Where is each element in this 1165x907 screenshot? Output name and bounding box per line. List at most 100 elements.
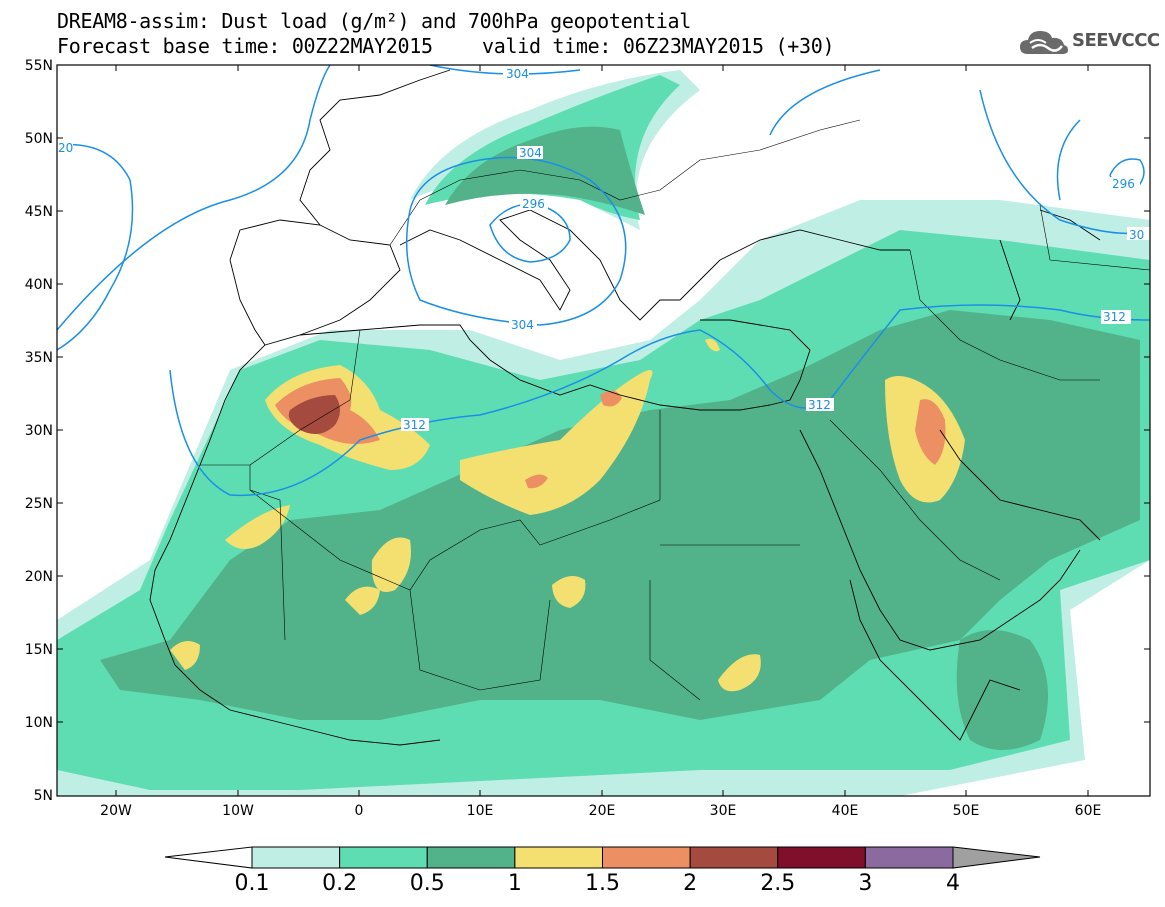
borders: [200, 119, 1150, 701]
forecast-base-time: Forecast base time: 00Z22MAY2015: [57, 34, 433, 58]
colorbar-label: 2.5: [760, 871, 796, 896]
lat-label: 10N: [25, 715, 53, 731]
colorbar-label: 2: [683, 871, 698, 896]
colorbar-cell: [514, 846, 603, 869]
lat-ticks: [57, 64, 1150, 723]
contour-label: 304: [511, 318, 534, 332]
colorbar-cell: [777, 846, 866, 869]
contour-312: [169, 304, 1150, 497]
colorbar-cell: [339, 846, 428, 869]
lon-ticks: [115, 65, 1089, 796]
colorbar-cell: [689, 846, 779, 869]
colorbar-label: 3: [858, 871, 873, 896]
colorbar-cell: [602, 846, 691, 869]
border-libya-east: [539, 410, 661, 546]
lat-labels: 55N 50N 45N 40N 35N 30N 25N 20N 15N 10N …: [25, 58, 53, 804]
border-saudi: [829, 419, 1001, 581]
logo-text: SEEVCCC: [1072, 30, 1160, 51]
dust-level-1-chad: [552, 576, 586, 608]
dust-level-1-sahel: [225, 505, 290, 549]
contour-label: 296: [522, 197, 545, 211]
contour-296-ring: [489, 203, 571, 263]
coastline-iberia: [229, 219, 401, 336]
colorbar-label: 4: [946, 871, 960, 896]
coastlines: [149, 69, 1101, 746]
border-iran: [909, 249, 1100, 381]
lat-label: 40N: [25, 277, 53, 293]
lat-label: 15N: [25, 642, 53, 658]
contour-304-central: [405, 65, 627, 326]
contour-label: 20: [58, 141, 73, 155]
colorbar-cells: [251, 846, 954, 869]
cloud-icon: [1020, 31, 1068, 54]
lon-label: 20E: [589, 803, 616, 819]
colorbar-cell: [864, 846, 954, 869]
lon-label: 10E: [467, 803, 494, 819]
dust-load-field: [57, 70, 1150, 796]
contour-label: 312: [1103, 310, 1126, 324]
contour-label: 296: [1112, 177, 1135, 191]
dust-level-0.5-north: [445, 126, 645, 215]
dust-level-1-libya: [460, 370, 653, 515]
dust-level-1-senegal: [170, 641, 200, 670]
colorbar-cell: [426, 846, 516, 869]
dust-level-1-sudan: [718, 654, 761, 692]
colorbar-label: 0.1: [234, 871, 270, 896]
dust-level-1-niger: [345, 586, 380, 615]
geopotential-contours: [57, 65, 1150, 497]
map-title: DREAM8-assim: Dust load (g/m²) and 700hP…: [57, 9, 692, 33]
colorbar-label: 1.5: [585, 871, 620, 896]
contour-320-west: [57, 143, 134, 351]
lat-label: 45N: [25, 204, 53, 220]
lat-label: 25N: [25, 496, 53, 512]
lat-label: 30N: [25, 423, 53, 439]
dust-level-1-algeria: [371, 537, 411, 592]
border-europe: [389, 119, 861, 246]
colorbar: [164, 846, 1041, 869]
dust-level-0.5: [100, 310, 1140, 720]
lon-label: 50E: [953, 803, 980, 819]
contour-label: 304: [506, 67, 529, 81]
lon-label: 10W: [222, 803, 254, 819]
contour-304-west: [57, 65, 331, 331]
contour-label: 30: [1129, 228, 1144, 242]
contour-304-east: [769, 69, 1150, 235]
coastline-europe: [299, 69, 910, 321]
lon-label: 20W: [100, 803, 132, 819]
lat-label: 55N: [25, 58, 53, 74]
coastline-west-africa: [149, 259, 441, 746]
lon-label: 60E: [1075, 803, 1102, 819]
dust-level-1.5-arabia: [915, 399, 946, 465]
border-chad-sudan: [649, 580, 701, 701]
seevccc-logo: SEEVCCC: [1018, 26, 1160, 58]
lat-label: 5N: [34, 788, 53, 804]
coastline-middle-east: [700, 319, 1101, 651]
dust-level-1.5-libya-south: [525, 474, 548, 489]
colorbar-cell: [251, 846, 341, 869]
border-niger-mali: [409, 589, 551, 691]
lat-label: 35N: [25, 350, 53, 366]
valid-time: valid time: 06Z23MAY2015 (+30): [482, 34, 835, 58]
colorbar-high-arrow: [952, 846, 1041, 869]
contour-label: 312: [808, 398, 831, 412]
lon-label: 30E: [710, 803, 737, 819]
dust-level-1.5-libya: [600, 390, 622, 407]
colorbar-label: 0.2: [322, 871, 358, 896]
border-kazakh: [1039, 204, 1150, 271]
border-algeria: [249, 489, 541, 591]
dust-level-0.5-east: [956, 630, 1048, 750]
coastline-north-africa: [264, 324, 771, 411]
lon-label: 0: [355, 803, 364, 819]
colorbar-label: 1: [507, 871, 522, 896]
lat-label: 50N: [25, 131, 53, 147]
dust-level-2-morocco: [288, 395, 340, 434]
lon-labels: 20W 10W 0 10E 20E 30E 40E 50E 60E: [100, 803, 1101, 819]
lat-label: 20N: [25, 569, 53, 585]
border-sahara-north: [249, 329, 361, 466]
contour-labels: 304 304 296 304 312 312 312 296 20 30: [57, 67, 1150, 432]
lon-label: 40E: [832, 803, 859, 819]
colorbar-low-arrow: [164, 846, 253, 869]
contour-label: 304: [519, 146, 542, 160]
dust-level-1-cyprus: [705, 338, 720, 352]
